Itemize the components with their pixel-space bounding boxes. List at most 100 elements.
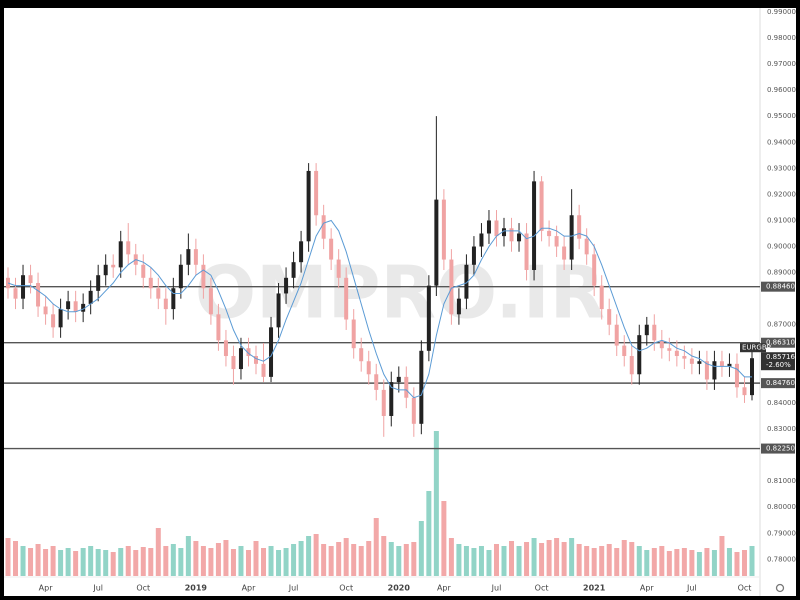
- volume-bar: [58, 550, 64, 576]
- candle-body: [66, 301, 71, 310]
- price-tag-value: 0.85716: [766, 353, 795, 361]
- candle-body: [111, 264, 116, 268]
- candle-body: [344, 277, 349, 320]
- candle-body: [51, 314, 56, 328]
- volume-bar: [20, 546, 26, 576]
- y-tick-label: 0.97000: [767, 60, 796, 68]
- volume-bar: [283, 548, 289, 576]
- candle-body: [577, 215, 582, 239]
- candle-body: [193, 249, 198, 265]
- volume-bar: [343, 538, 349, 576]
- volume-bar: [28, 548, 34, 576]
- candle-body: [719, 361, 724, 367]
- candle-body: [321, 215, 326, 239]
- candle-body: [223, 340, 228, 357]
- settings-gear[interactable]: [775, 583, 785, 593]
- volume-bar: [689, 550, 695, 576]
- volume-bar: [696, 552, 702, 576]
- level-label: 0.88460: [766, 283, 795, 291]
- candle-body: [118, 241, 123, 268]
- volume-bar: [306, 536, 312, 576]
- candle-body: [291, 262, 296, 278]
- level-label-box: [761, 443, 795, 454]
- candle-body: [381, 389, 386, 416]
- candle-body: [314, 170, 319, 216]
- volume-bar: [734, 552, 740, 576]
- price-tag-box: [761, 352, 795, 371]
- candle-body: [599, 285, 604, 310]
- x-tick-label: Oct: [738, 584, 752, 593]
- volume-bar: [118, 548, 124, 576]
- volume-bar: [73, 551, 79, 576]
- candle-body: [374, 374, 379, 390]
- candle-body: [126, 241, 131, 255]
- volume-bar: [569, 538, 575, 576]
- candle-body: [547, 230, 552, 237]
- x-tick-label: Apr: [437, 584, 452, 593]
- volume-bar: [13, 541, 19, 576]
- volume-bar: [463, 546, 469, 576]
- volume-bar: [351, 544, 357, 576]
- volume-bar: [531, 538, 537, 576]
- volume-bar: [155, 528, 161, 576]
- candle-body: [419, 350, 424, 424]
- volume-bar: [674, 549, 680, 576]
- candle-body: [479, 233, 484, 247]
- volume-bar: [336, 542, 342, 576]
- volume-bar: [554, 538, 560, 576]
- volume-bar: [103, 550, 109, 576]
- volume-bar: [516, 546, 522, 576]
- y-tick-label: 0.99000: [767, 8, 796, 16]
- volume-bar: [95, 549, 101, 576]
- candle-body: [178, 264, 183, 289]
- candle-body: [441, 199, 446, 260]
- volume-bar: [373, 518, 379, 576]
- volume-bar: [358, 546, 364, 576]
- settings-icon[interactable]: [775, 583, 785, 593]
- candle-body: [216, 314, 221, 341]
- candle-body: [21, 275, 26, 299]
- candle-body: [682, 356, 687, 359]
- candle-body: [231, 356, 236, 370]
- candle-body: [96, 275, 101, 291]
- candle-body: [464, 264, 469, 299]
- volume-bar: [741, 550, 747, 576]
- volume-bar: [208, 548, 214, 576]
- volume-bar: [253, 541, 259, 576]
- volume-bar: [726, 548, 732, 576]
- x-tick-label: 2019: [185, 584, 208, 593]
- volume-bar: [298, 541, 304, 576]
- candle-body: [712, 361, 717, 380]
- candle-body: [186, 249, 191, 265]
- volume-bar: [396, 546, 402, 576]
- x-tick-label: Apr: [242, 584, 257, 593]
- volume-bar: [659, 546, 665, 576]
- volume-bar: [43, 549, 49, 576]
- candle-body: [156, 288, 161, 299]
- volume-bar: [681, 548, 687, 576]
- y-tick-label: 0.79000: [767, 529, 796, 537]
- volume-bar: [591, 548, 597, 576]
- candle-body: [269, 327, 274, 377]
- volume-bar: [215, 543, 221, 576]
- y-tick-label: 0.92000: [767, 190, 796, 198]
- volume-bar: [193, 541, 199, 576]
- y-tick-label: 0.90000: [767, 243, 796, 251]
- candle-body: [449, 259, 454, 315]
- candle-body: [697, 361, 702, 364]
- candle-body: [103, 264, 108, 276]
- x-tick-label: Jul: [686, 584, 697, 593]
- candle-body: [592, 254, 597, 286]
- volume-bar: [651, 548, 657, 576]
- candle-body: [359, 348, 364, 362]
- volume-bar: [433, 431, 439, 576]
- candle-body: [689, 358, 694, 364]
- candle-body: [644, 324, 649, 336]
- volume-bar: [644, 550, 650, 576]
- volume-bar: [50, 546, 56, 576]
- candle-body: [88, 290, 93, 304]
- candle-body: [524, 233, 529, 270]
- candle-body: [509, 228, 514, 242]
- volume-bar: [749, 546, 755, 576]
